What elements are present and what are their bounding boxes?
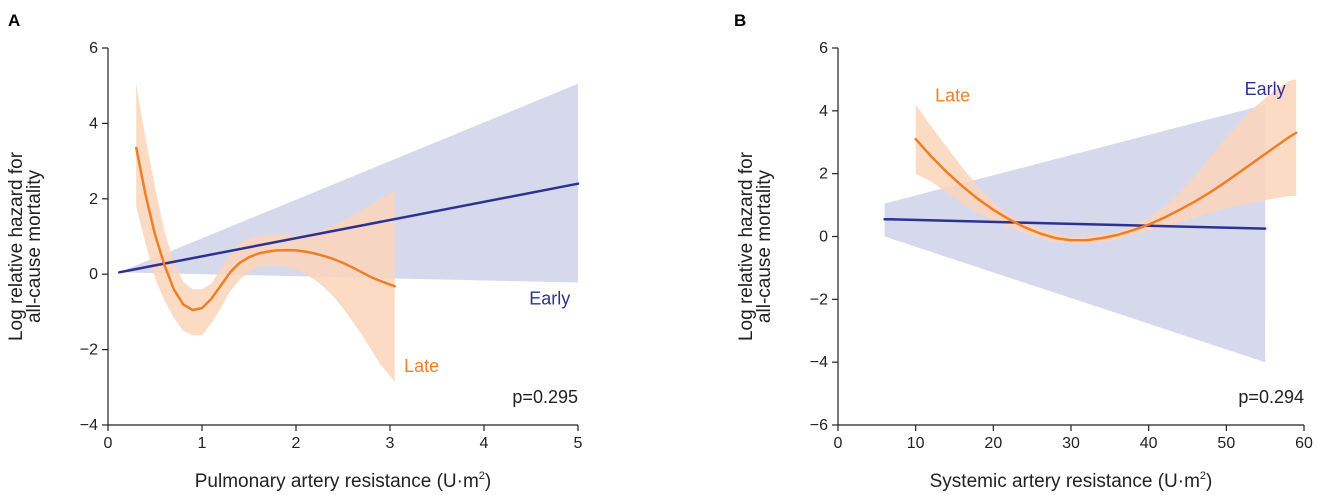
y-tick-label: 2 <box>89 191 98 208</box>
y-axis-title-line: all-cause mortality <box>24 169 45 323</box>
y-tick-label: 0 <box>89 266 98 283</box>
panel-b: B 0 10 20 30 40 50 60 −6 −4 −2 0 2 4 6 Systemic artery… <box>734 11 1313 492</box>
panel-b-labels: Early Late p=0.294 <box>935 79 1304 407</box>
panel-a-series-lines <box>118 146 580 312</box>
x-axis-title: Pulmonary artery resistance (U·m2) <box>195 470 491 492</box>
panel-a-confidence-bands <box>119 83 579 382</box>
x-tick-label: 40 <box>1140 435 1158 452</box>
p-value-annotation: p=0.295 <box>512 387 578 407</box>
x-tick-label: 2 <box>292 435 301 452</box>
panel-b-series-lines <box>883 131 1298 242</box>
confidence-band-late <box>915 79 1297 244</box>
series-line-early <box>118 182 580 274</box>
x-axis-title-main: Systemic artery resistance (U·m <box>930 471 1200 492</box>
x-tick-label: 0 <box>834 435 843 452</box>
x-tick-label: 0 <box>104 435 113 452</box>
series-line-late <box>914 131 1298 242</box>
confidence-band-early <box>119 83 579 283</box>
y-tick-label: 2 <box>819 166 828 183</box>
series-line-late <box>134 146 396 312</box>
y-tick-label: −2 <box>80 342 98 359</box>
y-tick-label: −4 <box>80 417 98 434</box>
y-tick-label: 0 <box>819 229 828 246</box>
y-tick-label: 4 <box>819 103 828 120</box>
x-axis-title-tail: ) <box>1206 471 1212 492</box>
panel-a: A 0 1 2 3 4 5 −4 −2 0 2 4 6 Pulmonary artery resista… <box>6 11 583 492</box>
y-axis-title-line: all-cause mortality <box>754 169 775 323</box>
series-label-early: Early <box>529 288 570 308</box>
x-tick-label: 30 <box>1062 435 1080 452</box>
series-label-early: Early <box>1245 79 1286 99</box>
panel-b-confidence-bands <box>884 79 1297 363</box>
panel-b-axes: 0 10 20 30 40 50 60 −6 −4 −2 0 2 4 6 Systemic artery r… <box>736 40 1313 492</box>
panel-a-labels: Early Late p=0.295 <box>404 288 578 407</box>
y-tick-label: 6 <box>89 40 98 57</box>
series-label-late: Late <box>935 85 970 105</box>
y-tick-label: 4 <box>89 115 98 132</box>
x-tick-label: 3 <box>386 435 395 452</box>
x-tick-label: 1 <box>198 435 207 452</box>
x-tick-label: 60 <box>1295 435 1313 452</box>
y-tick-label: −2 <box>810 291 828 308</box>
x-tick-label: 20 <box>984 435 1002 452</box>
x-axis-title-superscript: 2 <box>479 470 485 482</box>
y-tick-label: −6 <box>810 417 828 434</box>
x-tick-label: 4 <box>480 435 489 452</box>
panel-b-letter: B <box>734 11 746 30</box>
x-axis-title-tail: ) <box>485 471 491 492</box>
x-tick-label: 50 <box>1217 435 1235 452</box>
p-value-annotation: p=0.294 <box>1238 387 1304 407</box>
series-label-late: Late <box>404 356 439 376</box>
panel-a-axes: 0 1 2 3 4 5 −4 −2 0 2 4 6 Pulmonary artery resistanc… <box>6 40 583 492</box>
series-line-early <box>883 217 1267 230</box>
y-axis-title-line: Log relative hazard for <box>6 151 27 341</box>
confidence-band-early <box>884 104 1266 363</box>
x-tick-label: 5 <box>574 435 583 452</box>
y-axis-title-line: Log relative hazard for <box>736 151 757 341</box>
y-tick-label: 6 <box>819 40 828 57</box>
x-tick-label: 10 <box>907 435 925 452</box>
y-tick-label: −4 <box>810 354 828 371</box>
x-axis-title-main: Pulmonary artery resistance (U·m <box>195 471 479 492</box>
x-axis-title: Systemic artery resistance (U·m2) <box>930 470 1213 492</box>
panel-a-letter: A <box>8 11 20 30</box>
x-axis-title-superscript: 2 <box>1200 470 1206 482</box>
